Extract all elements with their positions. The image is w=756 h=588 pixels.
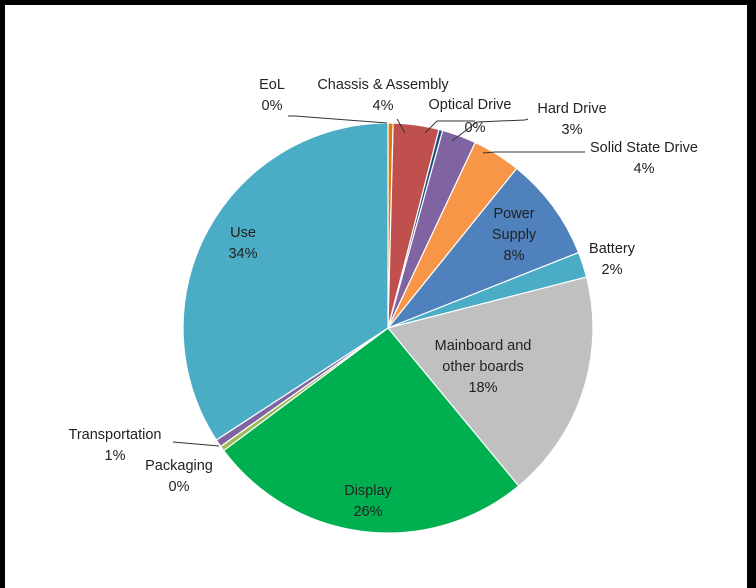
slice-percent-optical-drive: 0% bbox=[465, 120, 486, 136]
slice-labels: EoL 0% Chassis & Assembly 4% Optical Drive 0%… bbox=[69, 77, 698, 520]
leader-line-hard-drive bbox=[451, 118, 529, 142]
slice-label-mainboard-and-other-boards: other boards bbox=[442, 359, 523, 375]
slice-label-use: Use bbox=[230, 225, 256, 241]
slice-percent-solid-state-drive: 4% bbox=[634, 161, 655, 177]
slice-label-display: Display bbox=[344, 483, 392, 499]
pie-chart: EoL 0% Chassis & Assembly 4% Optical Drive 0%… bbox=[69, 77, 698, 534]
slice-percent-hard-drive: 3% bbox=[562, 122, 583, 138]
slice-label-solid-state-drive: Solid State Drive bbox=[590, 140, 698, 156]
leader-line-transportation bbox=[172, 441, 220, 447]
leader-line-optical-drive bbox=[424, 120, 475, 134]
slice-label-power-supply: Power bbox=[493, 206, 534, 222]
slice-label-eol: EoL bbox=[259, 77, 285, 93]
slice-percent-mainboard-and-other-boards: 18% bbox=[468, 380, 497, 396]
slice-percent-transportation: 1% bbox=[105, 448, 126, 464]
pie-slice-power-supply bbox=[386, 167, 580, 330]
slice-percent-battery: 2% bbox=[602, 262, 623, 278]
slice-label-chassis-assembly: Chassis & Assembly bbox=[317, 77, 449, 93]
slice-label-optical-drive: Optical Drive bbox=[429, 97, 512, 113]
slice-percent-eol: 0% bbox=[262, 98, 283, 114]
slice-percent-display: 26% bbox=[353, 504, 382, 520]
slice-label-power-supply: Supply bbox=[492, 227, 537, 243]
pie-slice-mainboard-and-other-boards bbox=[386, 276, 594, 487]
pie-slices bbox=[182, 122, 594, 534]
slice-percent-packaging: 0% bbox=[169, 479, 190, 495]
slice-label-mainboard-and-other-boards: Mainboard and bbox=[435, 338, 532, 354]
slice-label-packaging: Packaging bbox=[145, 458, 213, 474]
slice-percent-chassis-assembly: 4% bbox=[373, 98, 394, 114]
leader-line-eol bbox=[288, 115, 388, 124]
slice-label-transportation: Transportation bbox=[69, 427, 162, 443]
chart-frame: EoL 0% Chassis & Assembly 4% Optical Drive 0%… bbox=[5, 5, 747, 588]
leader-line-chassis-assembly bbox=[396, 118, 406, 134]
leader-line-solid-state-drive bbox=[482, 151, 585, 154]
slice-label-battery: Battery bbox=[589, 241, 636, 257]
slice-percent-use: 34% bbox=[228, 246, 257, 262]
pie-slice-use bbox=[182, 122, 389, 441]
slice-label-hard-drive: Hard Drive bbox=[537, 101, 606, 117]
slice-percent-power-supply: 8% bbox=[504, 248, 525, 264]
pie-slice-display bbox=[222, 327, 520, 534]
